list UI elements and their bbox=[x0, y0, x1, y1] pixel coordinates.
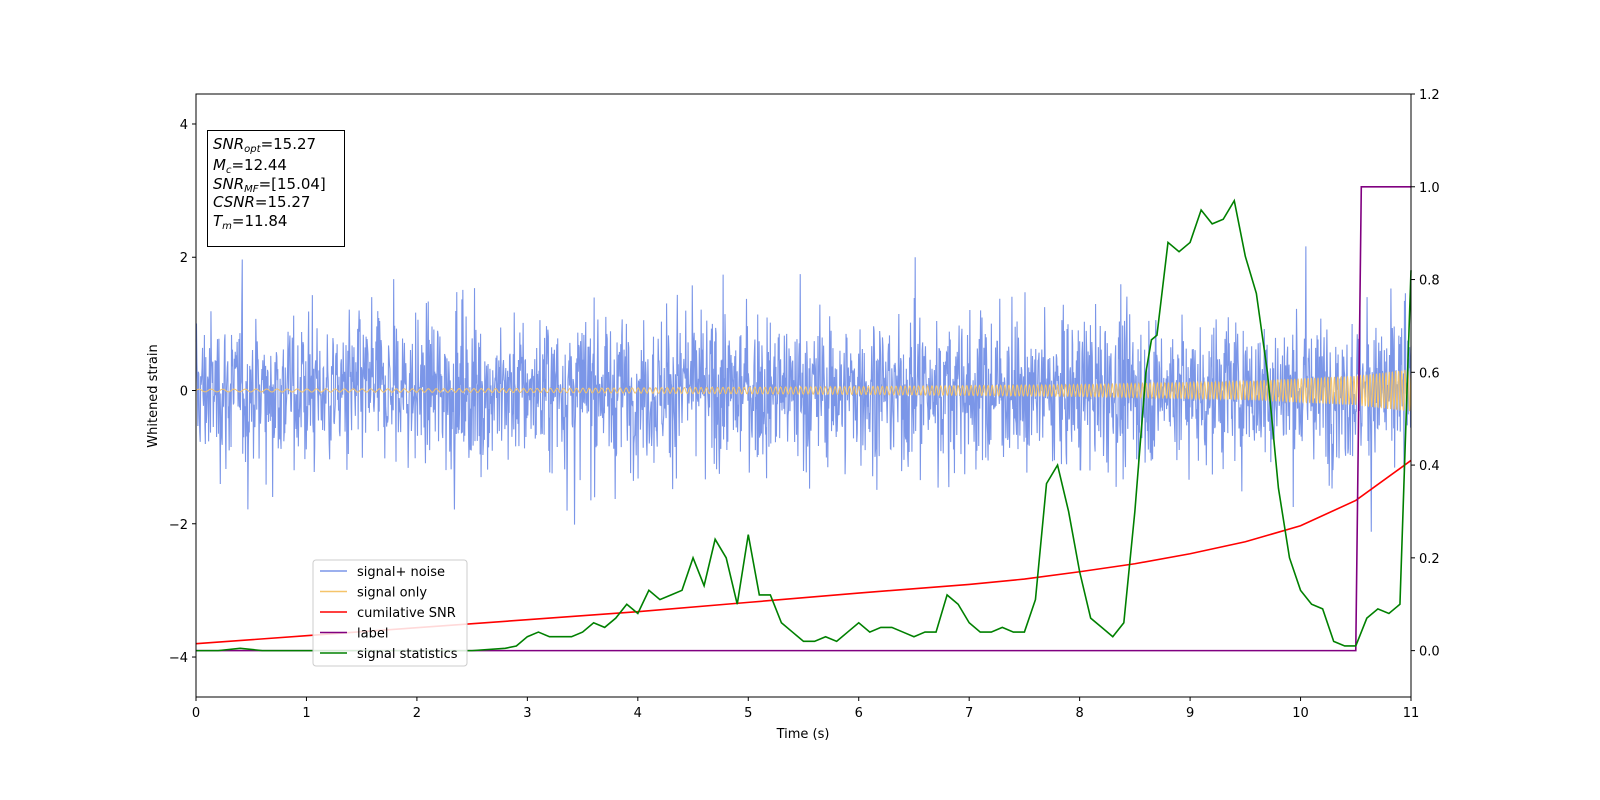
mc-row: Mc=12.44 bbox=[213, 155, 287, 176]
csnr-row: CSNR=15.27 bbox=[213, 193, 311, 211]
signal-noise-line bbox=[195, 246, 1412, 532]
legend-label: signal+ noise bbox=[357, 565, 445, 580]
signal-only-series bbox=[195, 369, 1412, 412]
y-tick-label: −4 bbox=[169, 651, 188, 666]
signal-only-line bbox=[195, 369, 1412, 412]
legend-label: signal only bbox=[357, 586, 427, 601]
x-tick-label: 11 bbox=[1403, 706, 1420, 721]
metrics-annotation-box: SNRopt=15.27 Mc=12.44 SNRMF=[15.04] CSNR… bbox=[207, 130, 345, 247]
label-line bbox=[196, 185, 1411, 652]
x-tick-label: 3 bbox=[523, 706, 531, 721]
y-axis-label: Whitened strain bbox=[146, 344, 161, 447]
y-tick-label: 2 bbox=[180, 251, 188, 266]
y2-tick-label: 0.4 bbox=[1419, 459, 1440, 474]
y2-tick-label: 1.0 bbox=[1419, 181, 1440, 196]
snr-mf-row: SNRMF=[15.04] bbox=[213, 175, 326, 195]
axis-ticks-group: 0 1 2 3 4 5 6 7 8 9 10 11 −4 −2 0 2 4 0.0 0.2 0.4 0.6 0.8 1.0 1… bbox=[169, 88, 1440, 721]
signal-noise-series bbox=[195, 246, 1412, 532]
signal-statistics-line bbox=[196, 198, 1412, 652]
x-tick-label: 10 bbox=[1292, 706, 1309, 721]
legend-label: signal statistics bbox=[357, 647, 458, 662]
x-tick-label: 8 bbox=[1075, 706, 1083, 721]
x-tick-label: 4 bbox=[634, 706, 642, 721]
y2-tick-label: 0.0 bbox=[1419, 645, 1440, 660]
y2-tick-label: 1.2 bbox=[1419, 88, 1440, 103]
y2-tick-label: 0.2 bbox=[1419, 552, 1440, 567]
cumulative-snr-line bbox=[195, 459, 1412, 645]
legend-items: signal+ noise signal only cumilative SNR la… bbox=[320, 565, 458, 662]
line-series-group bbox=[195, 185, 1412, 652]
legend-label: label bbox=[357, 627, 388, 642]
x-tick-label: 2 bbox=[413, 706, 421, 721]
y2-tick-label: 0.8 bbox=[1419, 274, 1440, 289]
tm-row: Tm=11.84 bbox=[213, 212, 288, 232]
legend-label: cumilative SNR bbox=[357, 606, 456, 621]
x-tick-label: 5 bbox=[744, 706, 752, 721]
y-tick-label: −2 bbox=[169, 518, 188, 533]
y2-tick-label: 0.6 bbox=[1419, 366, 1440, 381]
x-tick-label: 1 bbox=[302, 706, 310, 721]
y-tick-label: 0 bbox=[180, 385, 188, 400]
y-tick-label: 4 bbox=[180, 118, 188, 133]
plot-frame bbox=[195, 93, 1412, 698]
x-axis-label: Time (s) bbox=[776, 727, 830, 742]
legend: signal+ noise signal only cumilative SNR la… bbox=[312, 559, 468, 667]
snr-opt-row: SNRopt=15.27 bbox=[213, 135, 317, 155]
x-tick-label: 9 bbox=[1186, 706, 1194, 721]
legend-box bbox=[312, 559, 468, 667]
x-tick-label: 6 bbox=[855, 706, 863, 721]
x-tick-label: 7 bbox=[965, 706, 973, 721]
x-tick-label: 0 bbox=[192, 706, 200, 721]
